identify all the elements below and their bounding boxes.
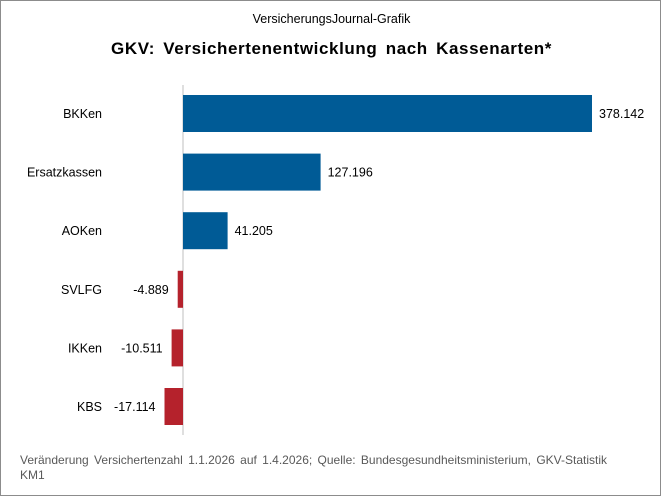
bar-positive	[183, 95, 592, 132]
data-label: -10.511	[121, 341, 163, 355]
bar-positive	[183, 212, 228, 250]
category-label: IKKen	[68, 341, 102, 355]
category-label: AOKen	[62, 224, 102, 238]
data-label: 127.196	[328, 166, 373, 180]
bar-negative	[164, 388, 183, 425]
category-label: KBS	[77, 400, 102, 414]
category-label: SVLFG	[61, 283, 102, 297]
chart-supertitle: VersicherungsJournal-Grafik	[252, 12, 411, 26]
footnote: Veränderung Versichertenzahl 1.1.2026 au…	[20, 453, 608, 482]
bar-positive	[183, 153, 321, 191]
data-label: -4.889	[133, 283, 168, 297]
category-label: Ersatzkassen	[27, 166, 102, 180]
chart-title: GKV: Versichertenentwicklung nach Kassen…	[111, 39, 552, 58]
data-label: -17.114	[114, 400, 156, 414]
bar-negative	[177, 270, 183, 308]
data-label: 41.205	[235, 224, 273, 238]
bar-negative	[171, 329, 183, 367]
bar-chart: BKKen 378.142 Ersatzkassen 127.196 AOKen 41.2…	[27, 85, 644, 435]
data-label: 378.142	[599, 107, 644, 121]
category-label: BKKen	[63, 107, 102, 121]
